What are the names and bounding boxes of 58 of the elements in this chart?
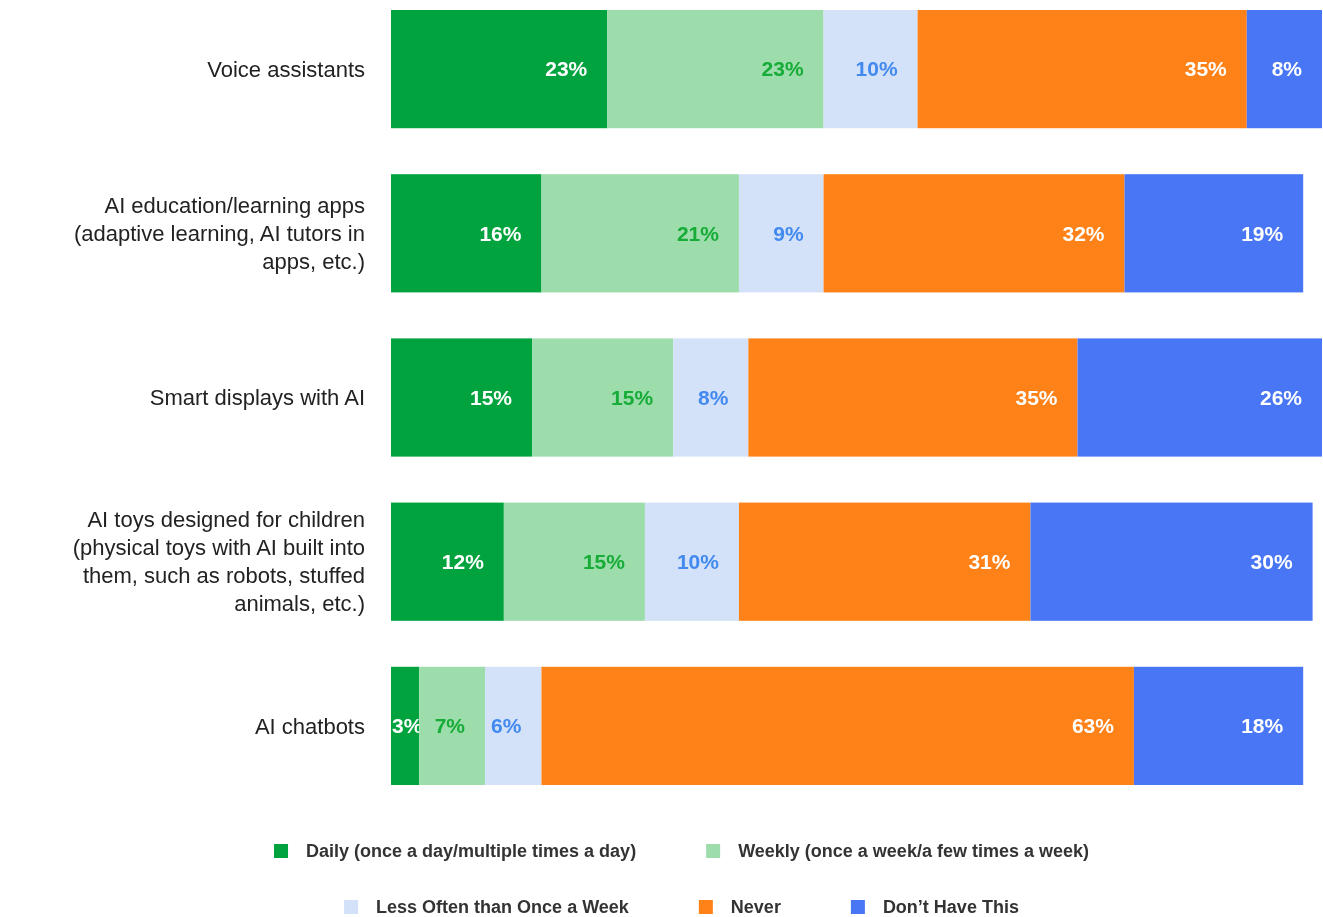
bar <box>1077 338 1322 457</box>
data-label: 30% <box>1250 550 1293 574</box>
legend-label: Weekly (once a week/a few times a week) <box>738 841 1089 862</box>
data-label: 23% <box>761 57 804 81</box>
data-label: 6% <box>491 714 522 738</box>
bar <box>823 174 1125 293</box>
y-tick-label: Voice assistants <box>207 56 365 82</box>
bar <box>485 666 542 785</box>
data-label: 16% <box>479 221 522 245</box>
bar <box>503 502 645 621</box>
data-label: 26% <box>1259 385 1303 409</box>
bar <box>738 502 1031 621</box>
y-tick-label: AI education/learning apps (adaptive learning, AI tutors in apps, etc.) <box>73 193 365 275</box>
data-label: 32% <box>1062 221 1105 245</box>
data-label: 7% <box>434 714 466 738</box>
data-label: 15% <box>582 550 626 574</box>
data-label: 23% <box>545 57 588 81</box>
data-label: 10% <box>676 550 720 574</box>
legend-label: Less Often than Once a Week <box>376 897 630 917</box>
bar <box>391 10 608 129</box>
legend-label: Never <box>730 897 781 917</box>
bar <box>607 10 824 129</box>
data-label: 18% <box>1241 714 1284 738</box>
data-label: 15% <box>470 385 513 409</box>
data-label: 8% <box>697 385 729 409</box>
bar <box>1246 10 1322 129</box>
bar <box>1124 174 1304 293</box>
bar <box>532 338 674 457</box>
bar <box>644 502 739 621</box>
bar <box>541 666 1134 785</box>
bar <box>1030 502 1313 621</box>
legend-label: Don’t Have This <box>882 897 1019 917</box>
legend-label: Daily (once a day/multiple times a day) <box>306 841 637 862</box>
y-tick-label: AI chatbots <box>254 713 365 739</box>
bar <box>391 338 533 457</box>
bar <box>391 502 504 621</box>
data-label: 15% <box>611 385 654 409</box>
data-label: 10% <box>855 57 898 81</box>
bar <box>1133 666 1304 785</box>
y-tick-label: Smart displays with AI <box>149 385 365 411</box>
bar <box>823 10 918 129</box>
bar <box>917 10 1247 129</box>
bar <box>738 174 824 293</box>
bar <box>419 666 486 785</box>
data-label: 63% <box>1071 714 1115 738</box>
data-label: 19% <box>1241 221 1284 245</box>
data-label: 9% <box>773 221 804 245</box>
bar <box>748 338 1078 457</box>
data-label: 12% <box>441 550 485 574</box>
data-label: 35% <box>1015 385 1058 409</box>
data-label: 35% <box>1184 57 1228 81</box>
y-tick-label: AI toys designed for children (physical toys with AI built into them, such as robots, stuffed animals, etc.) <box>72 507 365 617</box>
bar <box>673 338 749 457</box>
data-label: 31% <box>968 550 1011 574</box>
bar <box>391 174 542 293</box>
data-label: 21% <box>676 221 720 245</box>
bar <box>541 174 739 293</box>
data-label: 8% <box>1271 57 1303 81</box>
